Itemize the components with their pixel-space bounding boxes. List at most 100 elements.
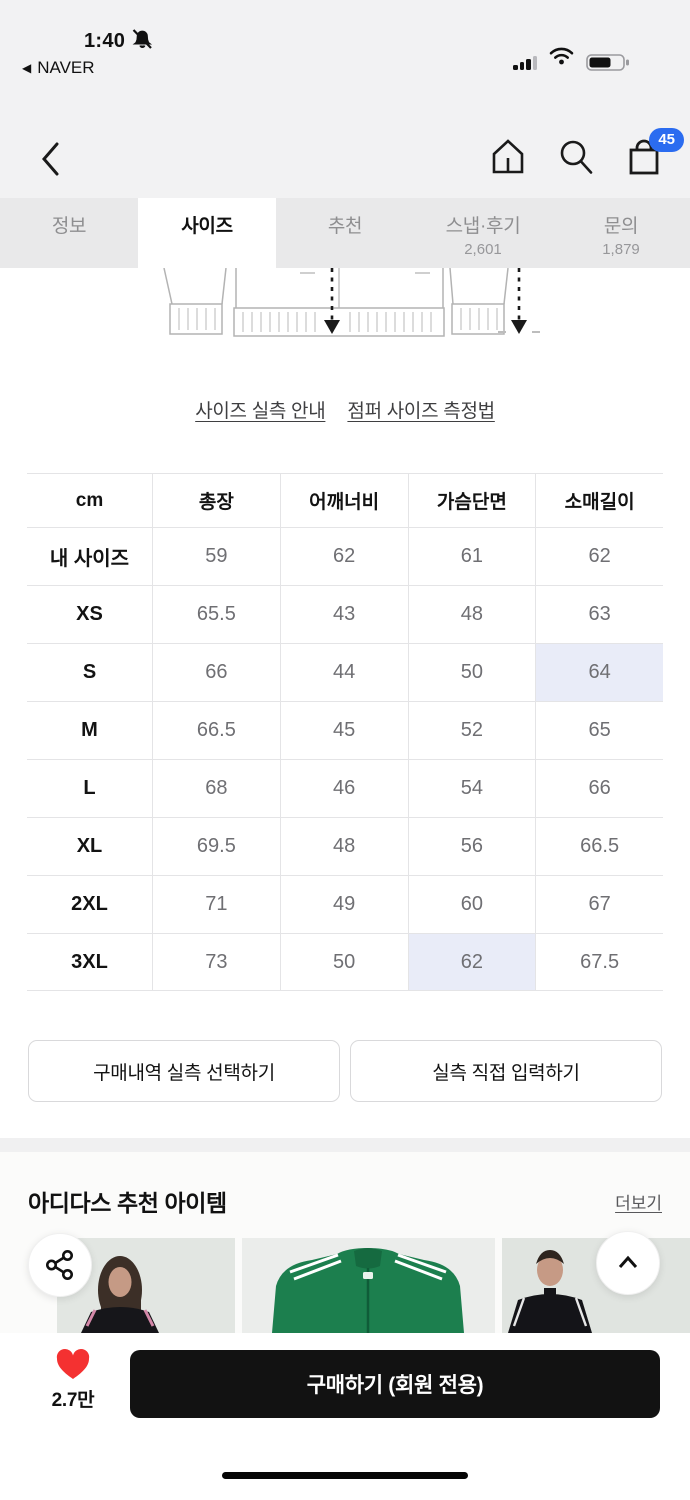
size-cell: 59 [152,527,280,585]
input-measure-button[interactable]: 실측 직접 입력하기 [350,1040,662,1102]
size-cell-highlighted: 62 [407,933,536,991]
search-icon [560,140,593,174]
tab-snap-reviews[interactable]: 스냅·후기 2,601 [414,198,552,268]
size-cell: 73 [152,933,280,991]
recommend-title: 아디다스 추천 아이템 [28,1190,227,1216]
size-cell: 63 [535,585,663,643]
size-guide-links: 사이즈 실측 안내 점퍼 사이즈 측정법 [0,396,690,423]
size-cell: 66.5 [535,817,663,875]
size-cell: 62 [535,527,663,585]
return-arrow-icon: ◀ [22,61,32,75]
jumper-measure-method-link[interactable]: 점퍼 사이즈 측정법 [347,401,495,422]
return-to-app[interactable]: ◀ NAVER [22,58,95,78]
size-cell: 48 [279,817,408,875]
tab-inquiry[interactable]: 문의 1,879 [552,198,690,268]
size-row-label: 3XL [27,933,152,991]
tab-label: 추천 [327,216,363,237]
size-col-header: 어깨너비 [279,473,408,527]
size-cell: 44 [279,643,408,701]
tab-size[interactable]: 사이즈 [138,198,276,268]
select-purchase-measure-button[interactable]: 구매내역 실측 선택하기 [28,1040,340,1102]
like-button[interactable]: 2.7만 [40,1347,106,1412]
tab-label: 정보 [51,216,87,237]
bottom-purchase-bar: 2.7만 구매하기 (회원 전용) [0,1333,690,1500]
size-col-header: 총장 [152,473,280,527]
buy-button[interactable]: 구매하기 (회원 전용) [130,1350,660,1418]
section-divider [0,1138,690,1152]
size-measure-diagram [0,267,690,360]
size-row-label: XL [27,817,152,875]
home-indicator[interactable] [222,1472,468,1479]
tab-label: 문의 [603,216,639,237]
bell-slash-icon [131,28,153,55]
tab-recommend[interactable]: 추천 [276,198,414,268]
recommend-product-strip [57,1238,690,1333]
status-time-cluster: 1:40 [84,28,153,55]
size-cell: 67.5 [535,933,663,991]
share-button[interactable] [28,1233,92,1297]
size-cell: 71 [152,875,280,933]
like-count: 2.7만 [51,1390,95,1411]
size-row-label: M [27,701,152,759]
cart-badge: 45 [649,128,684,152]
size-cell: 62 [279,527,408,585]
size-row-label: L [27,759,152,817]
tab-label: 스냅·후기 [445,216,521,237]
size-cell: 54 [407,759,536,817]
tab-count: 1,879 [602,241,640,258]
status-right-cluster [513,46,629,71]
heart-icon [56,1348,90,1379]
size-cell: 65 [535,701,663,759]
size-cell: 50 [279,933,408,991]
status-time: 1:40 [84,30,126,52]
size-cell: 50 [407,643,536,701]
battery-icon [586,54,629,71]
size-cell: 56 [407,817,536,875]
size-row-label: XS [27,585,152,643]
size-cell: 66 [152,643,280,701]
recommend-product-2[interactable] [242,1238,495,1333]
size-cell: 43 [279,585,408,643]
app-nav-bar: 45 [0,118,690,198]
product-tabbar: 정보 사이즈 추천 스냅·후기 2,601 문의 1,879 [0,198,690,268]
header-zone: 1:40 ◀ NAVER [0,0,690,198]
size-row-label: S [27,643,152,701]
share-icon [46,1250,73,1280]
home-button[interactable] [486,134,530,180]
size-col-header: 소매길이 [535,473,663,527]
size-cell: 45 [279,701,408,759]
tab-info[interactable]: 정보 [0,198,138,268]
size-cell: 48 [407,585,536,643]
size-col-header: 가슴단면 [407,473,536,527]
size-col-header: cm [27,473,152,527]
signal-icon [513,55,537,70]
back-button[interactable] [30,136,70,182]
measure-guide-link[interactable]: 사이즈 실측 안내 [195,401,326,422]
scroll-to-top-button[interactable] [596,1231,660,1295]
wifi-icon [549,46,574,70]
recommend-more-link[interactable]: 더보기 [615,1193,662,1213]
size-cell: 65.5 [152,585,280,643]
recommend-product-3[interactable] [502,1238,690,1333]
size-cell: 66 [535,759,663,817]
return-app-label: NAVER [37,58,95,77]
recommend-section: 아디다스 추천 아이템 더보기 [0,1152,690,1333]
cart-button[interactable]: 45 [622,128,684,180]
chevron-up-icon [618,1255,638,1268]
size-cell: 49 [279,875,408,933]
size-cell: 61 [407,527,536,585]
size-cell: 66.5 [152,701,280,759]
search-button[interactable] [554,134,598,180]
tab-label: 사이즈 [181,216,233,237]
size-table: cm 총장 어깨너비 가슴단면 소매길이 내 사이즈 59 62 61 62 X… [27,473,663,991]
size-cell: 60 [407,875,536,933]
size-row-label: 2XL [27,875,152,933]
home-icon [492,139,524,174]
size-cell-highlighted: 64 [535,643,663,701]
size-cell: 67 [535,875,663,933]
size-cell: 68 [152,759,280,817]
measure-actions: 구매내역 실측 선택하기 실측 직접 입력하기 [28,1040,662,1102]
size-cell: 46 [279,759,408,817]
size-row-label: 내 사이즈 [27,527,152,585]
